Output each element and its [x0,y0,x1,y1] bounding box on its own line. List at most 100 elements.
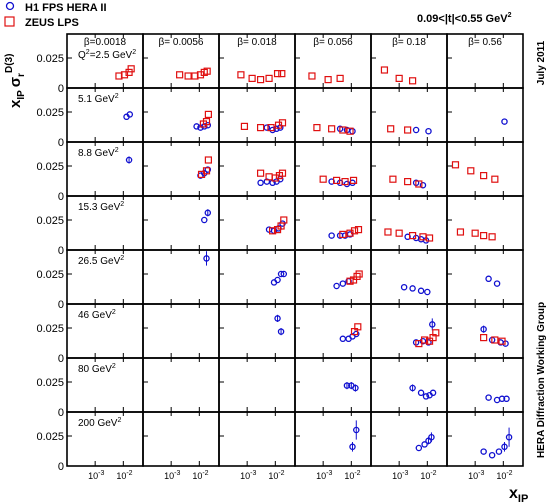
t-range-label: 0.09<|t|<0.55 GeV2 [417,12,512,25]
y-tick-label-r7-0: 0.025 [36,431,64,443]
zeus-point-13 [265,74,273,83]
panel-frame-r4-c5 [446,249,524,305]
q2-text: 15.3 GeV [78,202,121,213]
zeus-point-37 [202,167,211,175]
h1-point-92 [488,451,496,459]
zeus-point-11 [248,74,256,83]
y-tick-label-r0-1: 0 [58,83,64,95]
zeus-point-26 [256,123,265,132]
h1-point-25 [328,178,335,185]
x-tick-exp: -2 [202,470,208,477]
h1-point-75 [352,384,359,392]
h1-point-94 [501,443,508,451]
beta-label-0: β=0.0018 [84,37,127,48]
x-tick-label-c2-0: 10-3 [240,470,256,481]
y-tick-label-r5-1: 0 [58,353,64,365]
q2-label-0: Q2=2.5 GeV2 [78,49,136,61]
zeus-point-28 [274,121,283,129]
h1-point-58 [493,280,501,287]
x-tick-exp: -2 [354,470,360,477]
zeus-point-30 [313,123,321,132]
y-tick-label-r2-0: 0.025 [36,161,64,173]
zeus-point-31 [328,125,336,133]
zeus-point-48 [389,175,397,183]
h1-point-51 [339,280,347,287]
panel-frame-r4-c4 [370,249,448,305]
h1-point-30 [419,181,427,189]
beta-label-1: β= 0.0056 [159,37,204,48]
panel-frame-r5-c4 [370,303,448,359]
zeus-point-70 [480,232,488,240]
zeus-point-68 [456,228,465,236]
h1-point-80 [429,389,437,397]
h1-point-73 [343,382,351,389]
legend-zeus-label: ZEUS LPS [25,17,79,29]
x-tick-base: 10 [468,471,478,481]
zeus-point-79 [420,336,429,344]
h1-point-95 [505,433,513,441]
zeus-point-46 [341,178,349,186]
x-tick-exp: -2 [430,470,436,477]
zeus-point-71 [488,233,496,241]
panel-frame-r3-c3 [294,195,372,251]
q2-label-4: 26.5 GeV2 [78,255,124,267]
h1-point-91 [480,448,487,455]
zeus-point-20 [395,74,403,83]
zeus-point-27 [267,123,275,132]
axis-tick-labels: 0.025 0 0.025 0 0.025 0 0.025 0 0.025 0 0.025 0 0.02… [36,53,512,481]
x-tick-base: 10 [316,471,326,481]
panel-frame-r5-c3 [294,303,372,359]
x-tick-label-c5-0: 10-3 [468,470,484,481]
y-tick-label-r2-1: 0 [58,191,64,203]
panel-frame-r5-c1 [142,303,220,359]
zeus-point-49 [404,178,412,186]
zeus-point-12 [256,75,265,84]
q2-label-3: 15.3 GeV2 [78,201,124,213]
x-tick-base: 10 [344,471,354,481]
panel-frame-r2-c4 [370,141,448,197]
q2-text: 5.1 GeV [78,94,115,105]
h1-point-2 [193,123,200,130]
h1-point-1 [126,111,134,118]
zeus-point-35 [404,126,412,134]
h1-point-16 [125,156,133,164]
zeus-point-17 [324,75,332,84]
x-axis-label-sub: IP [518,493,528,502]
zeus-point-83 [480,334,488,342]
h1-point-54 [409,285,416,292]
x-tick-label-c4-1: 10-2 [420,470,436,481]
x-tick-exp: -2 [506,470,512,477]
y-axis-label-sigma: σ [7,77,24,87]
zeus-point-59 [339,230,347,238]
y-tick-label-r3-1: 0 [58,245,64,257]
h1-point-41 [404,233,411,241]
x-tick-base: 10 [116,471,126,481]
h1-point-15 [501,118,508,125]
h1-point-81 [485,394,492,401]
q2-label-7: 200 GeV2 [78,417,121,429]
zeus-point-77 [354,323,362,331]
h1-point-37 [328,232,335,239]
zeus-point-45 [332,176,341,184]
zeus-point-4 [176,71,184,79]
zeus-point-5 [184,72,192,80]
zeus-point-74 [353,272,361,280]
data-points [115,65,513,459]
x-tick-label-c3-1: 10-2 [344,470,360,481]
q2-text: 80 GeV [78,364,112,375]
h1-point-64 [353,330,360,338]
h1-point-60 [277,328,285,335]
x-tick-label-c0-1: 10-2 [116,470,132,481]
h1-point-50 [333,282,340,290]
zeus-point-60 [346,229,354,237]
zeus-point-9 [203,67,211,75]
x-tick-exp: -3 [402,470,408,477]
zeus-point-85 [498,337,506,345]
zeus-point-21 [408,77,417,85]
x-tick-exp: -2 [126,470,132,477]
x-axis-label: xIP [509,485,528,502]
q2-text: 200 GeV [78,418,118,429]
x-tick-base: 10 [392,471,402,481]
h1-point-53 [400,283,408,291]
zeus-point-3 [127,65,135,73]
